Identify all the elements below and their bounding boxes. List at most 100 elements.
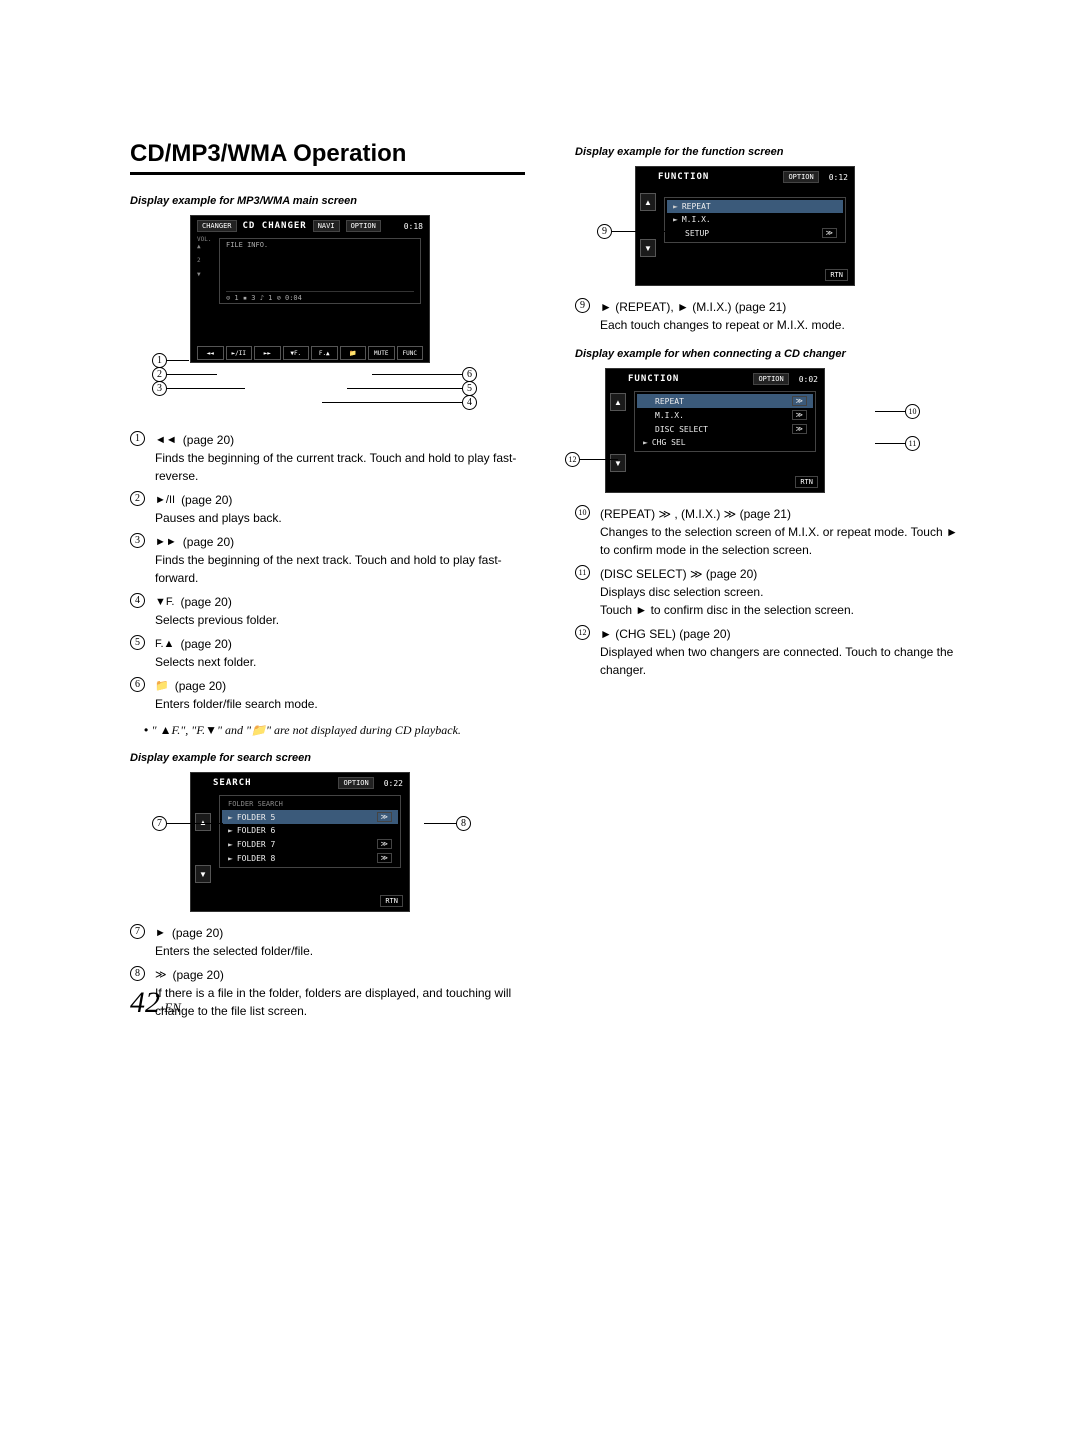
- tb-folderdown[interactable]: ▼F.: [283, 346, 310, 360]
- badge-option: OPTION: [346, 220, 381, 232]
- search-item[interactable]: ►FOLDER 7≫: [222, 837, 398, 851]
- list-left-a: 1 ◄◄ (page 20) Finds the beginning of the…: [130, 431, 525, 713]
- tb-prev[interactable]: ◄◄: [197, 346, 224, 360]
- page-suffix: -EN: [160, 1000, 181, 1015]
- list-item: 5 F.▲ (page 20)Selects next folder.: [130, 635, 525, 671]
- search-item-label: FOLDER 5: [237, 813, 276, 822]
- func-time: 0:12: [829, 173, 848, 182]
- desc: Finds the beginning of the current track…: [155, 449, 525, 485]
- func-list: ►REPEAT ► M.I.X. SETUP≫: [664, 197, 846, 243]
- callout-5: 5: [347, 381, 477, 396]
- return-button[interactable]: RTN: [795, 476, 818, 488]
- num-icon: 1: [130, 431, 145, 446]
- list-item: 8 ≫ (page 20)If there is a file in the f…: [130, 966, 525, 1020]
- tb-mute[interactable]: MUTE: [368, 346, 395, 360]
- caption-main: Display example for MP3/WMA main screen: [130, 195, 525, 207]
- expand-icon: ≫: [155, 967, 167, 984]
- prev-track-icon: ◄◄: [155, 432, 177, 449]
- func-item-setup[interactable]: SETUP≫: [667, 226, 843, 240]
- cdch-screenshot-wrap: FUNCTION OPTION 0:02 ▲ ▼ REPEAT≫ M.I.X.≫…: [575, 368, 970, 493]
- func-item-mix[interactable]: ► M.I.X.: [667, 213, 843, 226]
- scroll-down-icon[interactable]: ▼: [195, 865, 211, 883]
- folder-down-icon: ▼F.: [155, 594, 174, 611]
- tb-playpause[interactable]: ►/II: [226, 346, 253, 360]
- play-icon: ►: [643, 438, 648, 447]
- tb-folder[interactable]: 📁: [340, 346, 367, 360]
- search-item-label: FOLDER 8: [237, 854, 276, 863]
- section-title: CD/MP3/WMA Operation: [130, 140, 525, 175]
- main-time: 0:18: [404, 222, 423, 231]
- play-icon: ►: [673, 215, 678, 224]
- cdch-item-label: CHG SEL: [652, 438, 686, 447]
- tb-func[interactable]: FUNC: [397, 346, 424, 360]
- expand-icon[interactable]: ≫: [822, 228, 837, 238]
- list-right-b: 10 (REPEAT) ≫ , (M.I.X.) ≫ (page 21)Chan…: [575, 505, 970, 679]
- num-icon: 6: [130, 677, 145, 692]
- page-ref: (page 20): [172, 924, 223, 942]
- search-item-label: FOLDER 7: [237, 840, 276, 849]
- expand-icon[interactable]: ≫: [792, 424, 807, 434]
- scroll-down-icon[interactable]: ▼: [640, 239, 656, 257]
- tb-folderup[interactable]: F.▲: [311, 346, 338, 360]
- play-icon: ►: [228, 826, 233, 835]
- caption-search: Display example for search screen: [130, 752, 525, 764]
- expand-icon[interactable]: ≫: [377, 853, 392, 863]
- return-button[interactable]: RTN: [380, 895, 403, 907]
- file-info-box: FILE INFO. ⊙ 1 ▪ 3 ♪ 1 ⊘ 0:04: [219, 238, 421, 304]
- callout-10: 10: [875, 404, 920, 419]
- callout-4: 4: [322, 395, 477, 410]
- cdch-item-disc[interactable]: DISC SELECT≫: [637, 422, 813, 436]
- item-label: (REPEAT) ≫ , (M.I.X.) ≫ (page 21): [600, 505, 791, 523]
- search-item[interactable]: ►FOLDER 8≫: [222, 851, 398, 865]
- badge-changer: CHANGER: [197, 220, 237, 232]
- search-item-selected[interactable]: ►FOLDER 5≫: [222, 810, 398, 824]
- search-time: 0:22: [384, 779, 403, 788]
- desc: Pauses and plays back.: [155, 509, 525, 527]
- num-icon: 4: [130, 593, 145, 608]
- num-icon: 8: [130, 966, 145, 981]
- page-ref: (page 20): [180, 593, 231, 611]
- scroll-up-icon[interactable]: ▲: [640, 193, 656, 211]
- vol-label: VOL.▲2▼: [197, 236, 211, 278]
- page-ref: (page 20): [180, 635, 231, 653]
- file-info-label: FILE INFO.: [226, 241, 268, 249]
- play-pause-icon: ►/II: [155, 492, 175, 509]
- callout-2: 2: [152, 367, 217, 382]
- func-title: FUNCTION: [658, 172, 709, 182]
- search-subhead: FOLDER SEARCH: [222, 798, 398, 810]
- page-ref: (page 20): [183, 533, 234, 551]
- desc: Displays disc selection screen. Touch ► …: [600, 583, 970, 619]
- expand-icon[interactable]: ≫: [377, 812, 392, 822]
- expand-icon[interactable]: ≫: [792, 396, 807, 406]
- func-item-repeat[interactable]: ►REPEAT: [667, 200, 843, 213]
- num-icon: 2: [130, 491, 145, 506]
- func-screenshot-wrap: FUNCTION OPTION 0:12 ▲ ▼ ►REPEAT ►M.I.X.…: [575, 166, 970, 286]
- search-item[interactable]: ► FOLDER 6: [222, 824, 398, 837]
- next-track-icon: ►►: [155, 534, 177, 551]
- list-item: 1 ◄◄ (page 20)Finds the beginning of the…: [130, 431, 525, 485]
- search-screenshot-wrap: SEARCH OPTION 0:22 ▲ ▼ FOLDER SEARCH ►FO…: [130, 772, 525, 912]
- page-ref: (page 20): [181, 491, 232, 509]
- page-ref: (page 20): [173, 966, 224, 984]
- search-title: SEARCH: [213, 778, 252, 788]
- cdch-list: REPEAT≫ M.I.X. ≫ DISC SELECT≫ ► CHG SEL: [634, 391, 816, 452]
- search-tag: OPTION: [338, 777, 373, 789]
- desc: Displayed when two changers are connecte…: [600, 643, 970, 679]
- cdch-item-label: M.I.X.: [655, 411, 684, 420]
- cdch-item-repeat[interactable]: REPEAT≫: [637, 394, 813, 408]
- desc: Changes to the selection screen of M.I.X…: [600, 523, 970, 559]
- cdch-item-mix[interactable]: M.I.X. ≫: [637, 408, 813, 422]
- expand-icon[interactable]: ≫: [792, 410, 807, 420]
- callout-1: 1: [152, 353, 189, 368]
- return-button[interactable]: RTN: [825, 269, 848, 281]
- scroll-up-icon[interactable]: ▲: [610, 393, 626, 411]
- list-item: 12 ► (CHG SEL) (page 20)Displayed when t…: [575, 625, 970, 679]
- desc: Enters folder/file search mode.: [155, 695, 525, 713]
- expand-icon[interactable]: ≫: [377, 839, 392, 849]
- cdch-item-chg[interactable]: ► CHG SEL: [637, 436, 813, 449]
- func-item-label: M.I.X.: [682, 215, 711, 224]
- tb-next[interactable]: ►►: [254, 346, 281, 360]
- callout-12: 12: [565, 452, 618, 467]
- num-icon: 9: [575, 298, 590, 313]
- search-item-label: FOLDER 6: [237, 826, 276, 835]
